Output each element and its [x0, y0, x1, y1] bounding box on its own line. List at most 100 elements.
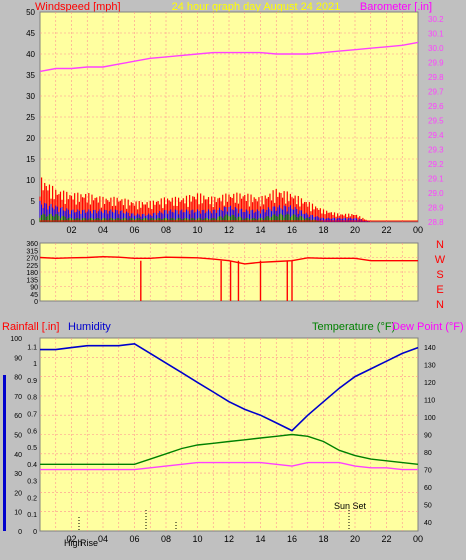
windspeed-tick-label: 20: [26, 134, 35, 143]
x-tick-label: 00: [413, 225, 423, 235]
wind-gridlines: [40, 12, 418, 222]
humidity-tick-label: 40: [14, 452, 22, 459]
rainfall-axis-title: Rainfall [.in]: [2, 321, 59, 333]
direction-tick-label: 270: [26, 256, 38, 263]
x-tick-label: 12: [224, 225, 234, 235]
rainfall-tick-label: 0.3: [27, 479, 37, 486]
humidity-tick-label: 80: [14, 375, 22, 382]
rainfall-tick-label: 1.1: [27, 344, 37, 351]
temperature-tick-label: 120: [424, 380, 436, 387]
barometer-tick-label: 28.8: [428, 218, 444, 227]
barometer-tick-label: 29.2: [428, 160, 444, 169]
windspeed-axis-title: Windspeed [mph]: [35, 1, 121, 13]
temperature-tick-label: 40: [424, 520, 432, 527]
humidity-tick-label: 60: [14, 413, 22, 420]
windspeed-tick-label: 15: [26, 155, 35, 164]
humidity-axis-title: Humidity: [68, 321, 111, 333]
x-tick-label: 06: [129, 534, 139, 544]
temperature-axis-title: Temperature (°F): [312, 321, 395, 333]
wind-x-ticks: 02 04 06 08 10 12 14 16 18 20 22 00: [66, 225, 423, 235]
rise-label: Rise: [80, 538, 98, 548]
rainfall-tick-label: 1: [33, 361, 37, 368]
direction-tick-label: 315: [26, 248, 38, 255]
direction-tick-label: 135: [26, 277, 38, 284]
rain-gauge-bar: [3, 375, 6, 531]
rainfall-tick-label: 0.5: [27, 445, 37, 452]
barometer-tick-label: 28.9: [428, 204, 444, 213]
x-tick-label: 08: [161, 534, 171, 544]
windspeed-tick-label: 0: [31, 218, 36, 227]
direction-letter: W: [435, 254, 446, 266]
humidity-tick-label: 100: [10, 336, 22, 343]
x-tick-label: 08: [161, 225, 171, 235]
direction-tick-label: 180: [26, 270, 38, 277]
rainfall-tick-label: 0.7: [27, 412, 37, 419]
windspeed-tick-label: 5: [31, 197, 36, 206]
sun-set-label: Sun Set: [334, 501, 367, 511]
temperature-tick-label: 140: [424, 345, 436, 352]
temperature-tick-label: 80: [424, 450, 432, 457]
barometer-tick-label: 29.1: [428, 175, 444, 184]
barometer-tick-label: 29.4: [428, 131, 444, 140]
wind-samples: [39, 177, 418, 222]
temperature-tick-label: 50: [424, 503, 432, 510]
humidity-tick-label: 10: [14, 510, 22, 517]
rainfall-tick-label: 0.6: [27, 428, 37, 435]
x-tick-label: 00: [413, 534, 423, 544]
direction-gridlines: [40, 243, 418, 301]
high-label: High: [64, 538, 83, 548]
rainfall-tick-label: 0.8: [27, 395, 37, 402]
windspeed-tick-label: 40: [26, 50, 35, 59]
x-tick-label: 22: [381, 225, 391, 235]
temperature-tick-label: 90: [424, 433, 432, 440]
direction-line: [39, 255, 418, 265]
x-tick-label: 20: [350, 534, 360, 544]
temperature-tick-label: 130: [424, 362, 436, 369]
barometer-axis-title: Barometer [.in]: [360, 1, 432, 13]
humidity-tick-label: 90: [14, 355, 22, 362]
rainfall-tick-label: 0: [33, 529, 37, 536]
x-tick-label: 14: [255, 534, 265, 544]
direction-tick-label: 360: [26, 241, 38, 248]
humidity-tick-label: 70: [14, 394, 22, 401]
x-tick-label: 16: [287, 225, 297, 235]
x-tick-label: 02: [66, 225, 76, 235]
rainfall-tick-label: 0.4: [27, 462, 37, 469]
humidity-tick-label: 30: [14, 471, 22, 478]
x-tick-label: 10: [192, 225, 202, 235]
barometer-tick-label: 30.2: [428, 15, 444, 24]
barometer-tick-label: 30.1: [428, 30, 444, 39]
windspeed-tick-label: 25: [26, 113, 35, 122]
temperature-lines: [40, 342, 419, 471]
temperature-ticks: 0 10 20 30 40 50 60 70 80 90 100 0 0.1 0.2 0.3 0.4 0.5 0.…: [10, 336, 435, 536]
direction-tick-label: 90: [30, 285, 38, 292]
direction-letter: E: [436, 284, 443, 296]
windspeed-tick-label: 50: [26, 8, 35, 17]
barometer-line: [39, 41, 419, 73]
windspeed-tick-label: 10: [26, 176, 35, 185]
x-tick-label: 18: [318, 534, 328, 544]
temperature-gridlines: [40, 338, 418, 531]
barometer-tick-label: 29.8: [428, 73, 444, 82]
barometer-tick-label: 29.5: [428, 117, 444, 126]
barometer-tick-label: 29.9: [428, 59, 444, 68]
windspeed-ticks: 0 5 10 15 20 25 30 35 40 45 50: [26, 8, 35, 227]
barometer-tick-label: 30.0: [428, 44, 444, 53]
direction-letter: N: [436, 299, 444, 311]
temperature-line: [40, 433, 419, 465]
direction-letter: N: [436, 239, 444, 251]
barometer-ticks: 28.8 28.9 29.0 29.1 29.2 29.3 29.4 29.5 29.6 29.7…: [428, 15, 444, 227]
wind-lines: [39, 41, 419, 73]
rainfall-tick-label: 0.9: [27, 378, 37, 385]
x-tick-label: 14: [255, 225, 265, 235]
humidity-tick-label: 20: [14, 490, 22, 497]
dewpoint-axis-title: Dew Point (°F): [392, 321, 464, 333]
x-tick-label: 18: [318, 225, 328, 235]
chart-header-title: 24 hour graph day August 24 2021: [172, 1, 341, 13]
temperature-tick-label: 70: [424, 468, 432, 475]
temperature-tick-label: 60: [424, 485, 432, 492]
